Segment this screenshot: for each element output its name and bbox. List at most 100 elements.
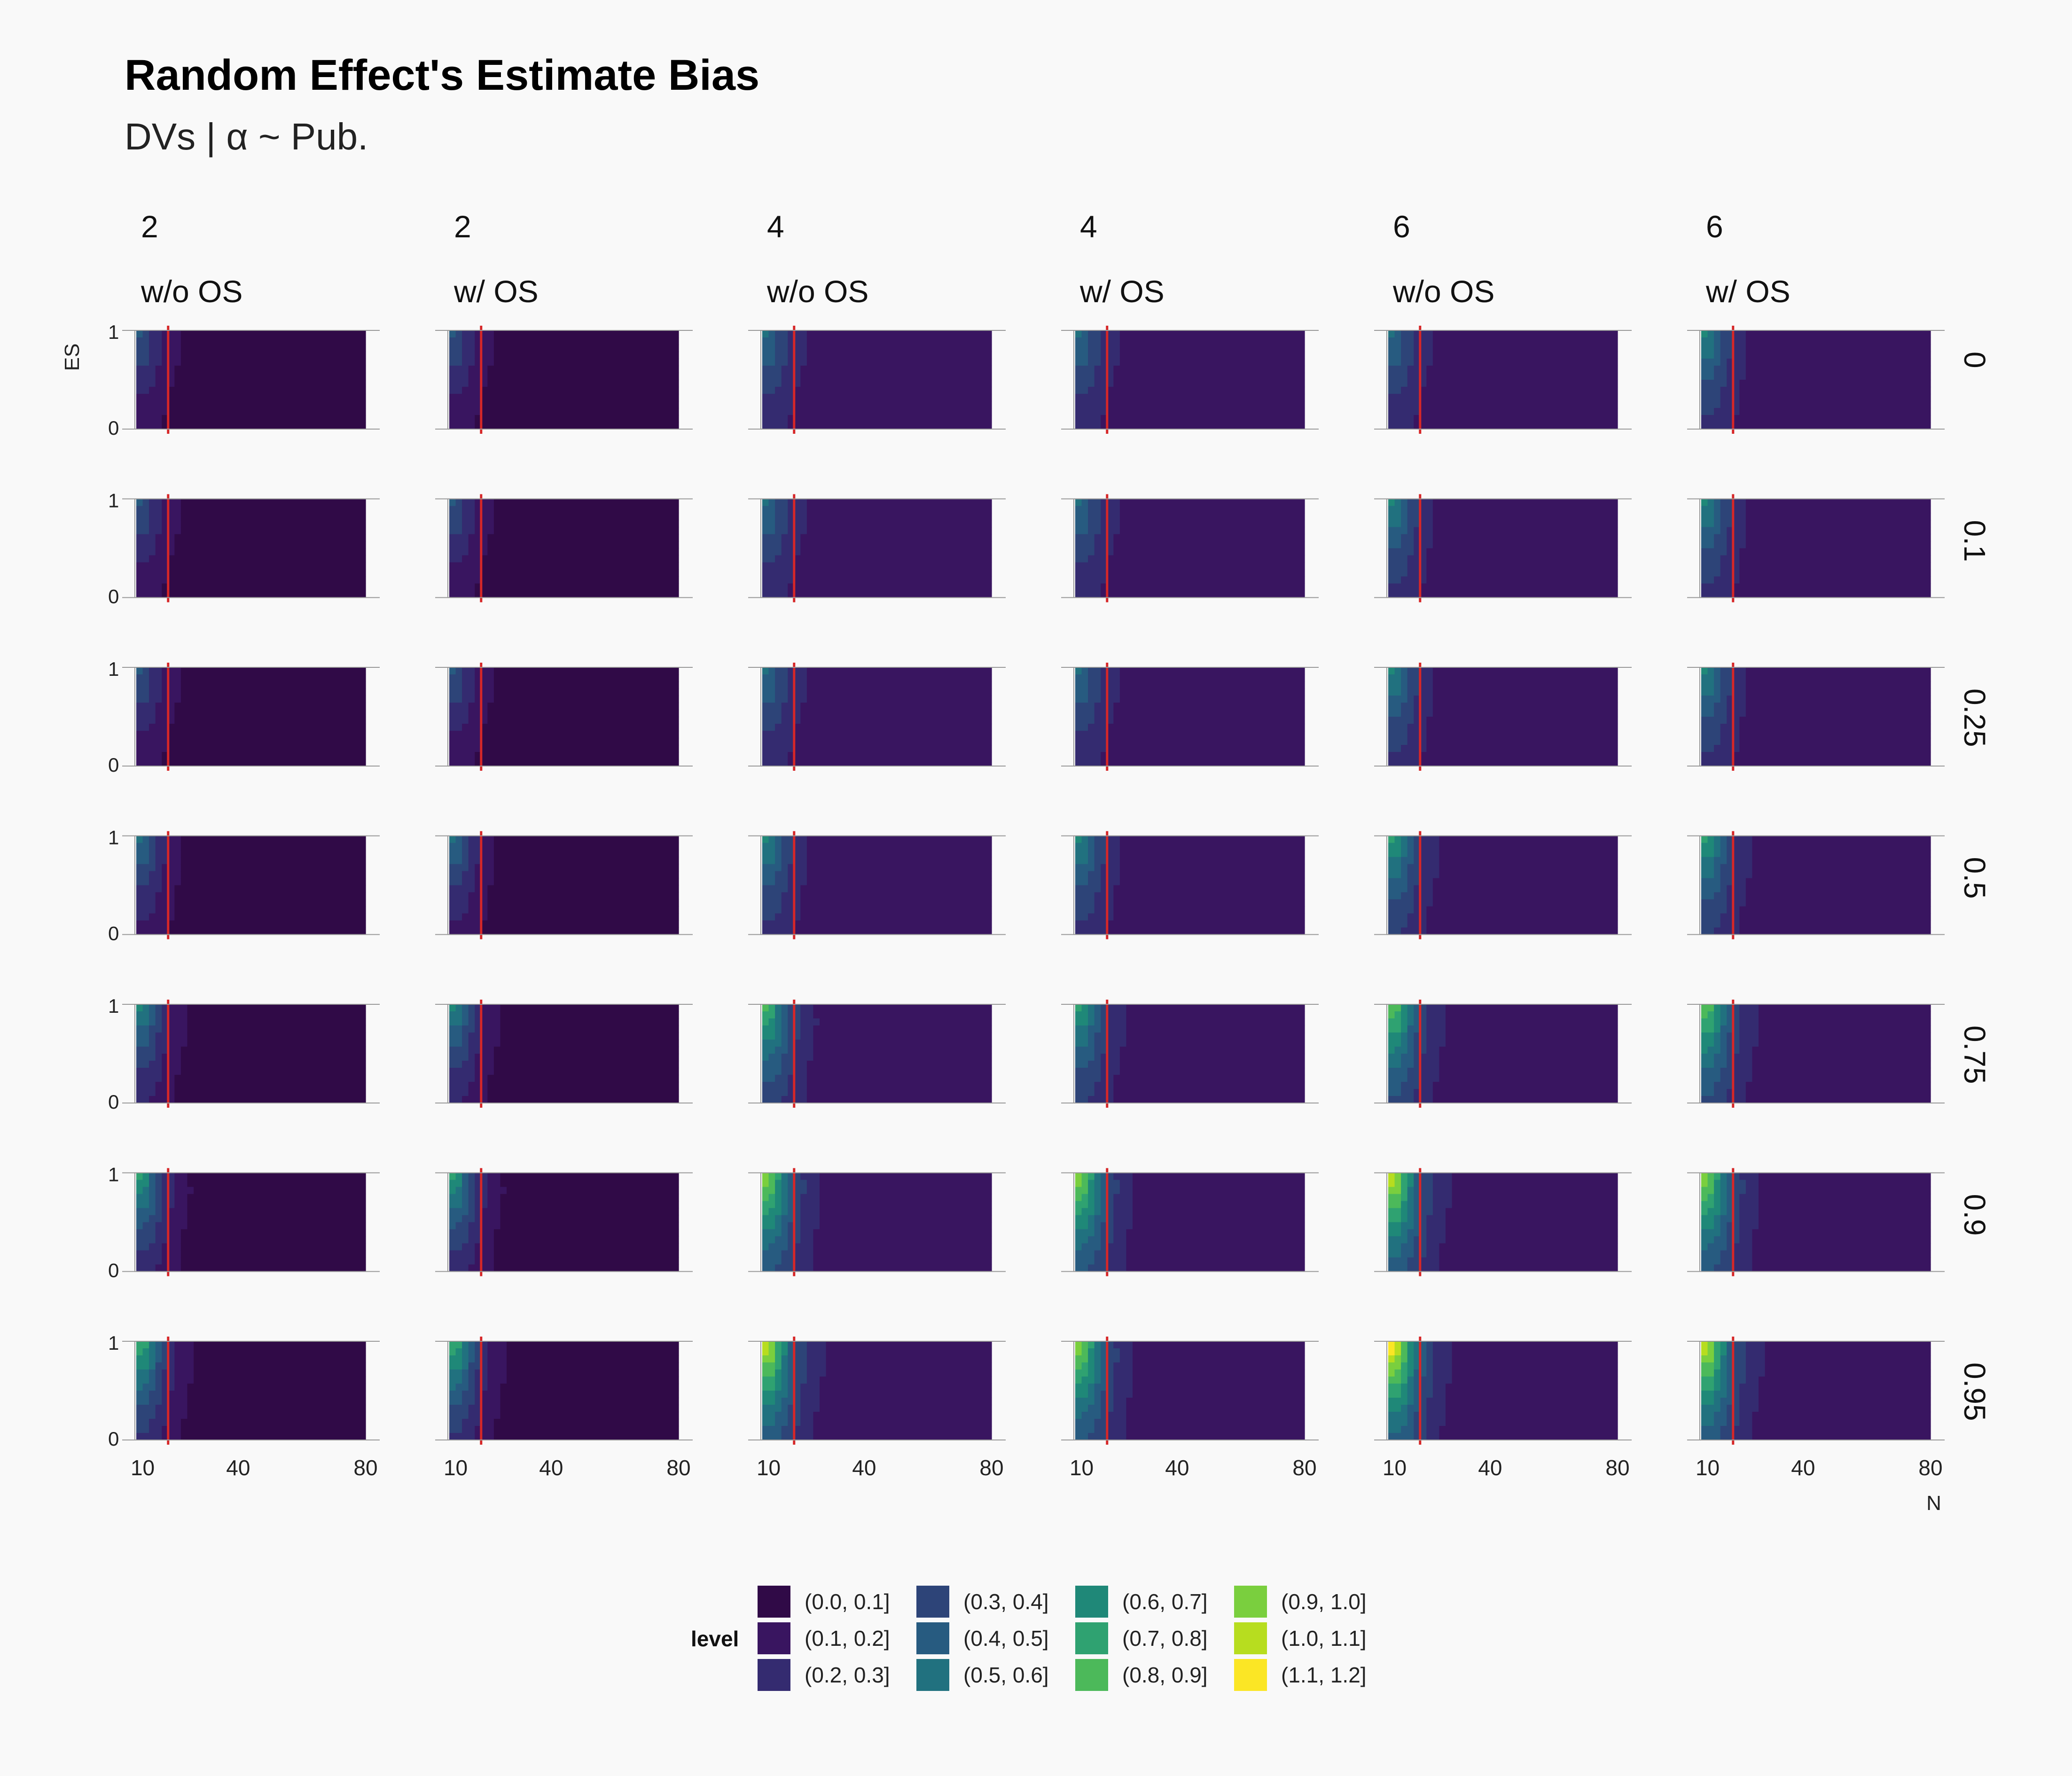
contour-cell: [1860, 366, 1868, 373]
contour-cell: [180, 534, 188, 542]
contour-cell: [1145, 422, 1152, 430]
contour-cell: [1164, 541, 1171, 549]
contour-cell: [1215, 422, 1222, 430]
contour-cell: [142, 576, 149, 584]
contour-cell: [1560, 330, 1567, 338]
contour-cell: [475, 373, 482, 380]
contour-cell: [487, 337, 494, 345]
contour-cell: [1860, 359, 1868, 366]
contour-cell: [570, 569, 577, 577]
contour-cell: [1432, 373, 1440, 380]
contour-cell: [820, 352, 827, 359]
contour-cell: [257, 387, 264, 394]
contour-cell: [1604, 373, 1612, 380]
contour-cell: [232, 534, 239, 542]
contour-cell: [244, 555, 251, 563]
contour-cell: [1388, 366, 1395, 373]
contour-cell: [1158, 499, 1165, 507]
contour-cell: [1439, 387, 1446, 394]
contour-cell: [672, 527, 679, 535]
contour-cell: [1088, 366, 1095, 373]
contour-cell: [832, 401, 839, 408]
contour-cell: [602, 387, 609, 394]
contour-cell: [570, 344, 577, 352]
contour-cell: [557, 513, 564, 521]
contour-cell: [475, 344, 482, 352]
contour-cell: [602, 337, 609, 345]
contour-cell: [1203, 520, 1210, 528]
contour-cell: [1119, 583, 1127, 591]
contour-cell: [928, 337, 935, 345]
contour-cell: [615, 408, 622, 415]
contour-cell: [1113, 387, 1120, 394]
contour-cell: [462, 359, 469, 366]
contour-cell: [507, 366, 514, 373]
contour-cell: [1841, 352, 1848, 359]
contour-cell: [1752, 359, 1759, 366]
contour-cell: [1592, 394, 1599, 401]
contour-cell: [794, 394, 801, 401]
contour-cell: [289, 401, 296, 408]
contour-cell: [1133, 373, 1140, 380]
contour-cell: [659, 387, 666, 394]
contour-cell: [883, 534, 890, 542]
contour-cell: [672, 506, 679, 514]
contour-cell: [1190, 352, 1197, 359]
contour-cell: [289, 422, 296, 430]
contour-cell: [1215, 415, 1222, 422]
contour-cell: [1177, 373, 1184, 380]
contour-cell: [187, 569, 194, 577]
contour-cell: [327, 576, 334, 584]
contour-cell: [282, 541, 289, 549]
contour-cell: [775, 366, 782, 373]
contour-cell: [532, 352, 539, 359]
contour-cell: [665, 534, 673, 542]
contour-cell: [346, 520, 353, 528]
contour-cell: [570, 527, 577, 535]
contour-cell: [953, 394, 960, 401]
contour-cell: [621, 394, 628, 401]
contour-cell: [327, 352, 334, 359]
contour-cell: [1247, 387, 1254, 394]
contour-cell: [149, 330, 156, 338]
contour-cell: [883, 583, 890, 591]
contour-cell: [1234, 555, 1242, 563]
contour-cell: [346, 506, 353, 514]
contour-cell: [194, 513, 201, 521]
contour-cell: [1458, 344, 1465, 352]
contour-cell: [1701, 401, 1708, 408]
contour-cell: [136, 387, 143, 394]
contour-cell: [1752, 408, 1759, 415]
contour-cell: [180, 330, 188, 338]
contour-cell: [832, 527, 839, 535]
contour-cell: [1765, 394, 1772, 401]
contour-cell: [289, 562, 296, 570]
contour-cell: [1816, 408, 1823, 415]
contour-cell: [1234, 394, 1242, 401]
contour-cell: [1446, 401, 1453, 408]
contour-cell: [1446, 359, 1453, 366]
contour-cell: [1854, 344, 1861, 352]
contour-cell: [806, 527, 814, 535]
contour-cell: [1611, 415, 1618, 422]
contour-cell: [908, 576, 915, 584]
contour-cell: [1733, 344, 1740, 352]
contour-cell: [136, 506, 143, 514]
contour-cell: [972, 422, 979, 430]
contour-cell: [244, 541, 251, 549]
contour-cell: [519, 408, 526, 415]
contour-cell: [985, 337, 992, 345]
contour-cell: [1579, 337, 1586, 345]
contour-cell: [1228, 520, 1235, 528]
contour-cell: [1759, 415, 1766, 422]
contour-cell: [570, 548, 577, 556]
contour-cell: [851, 541, 858, 549]
contour-cell: [775, 569, 782, 577]
contour-cell: [851, 401, 858, 408]
contour-cell: [162, 506, 169, 514]
contour-cell: [864, 569, 871, 577]
contour-cell: [845, 366, 852, 373]
contour-cell: [1707, 344, 1714, 352]
contour-cell: [806, 359, 814, 366]
contour-cell: [845, 415, 852, 422]
